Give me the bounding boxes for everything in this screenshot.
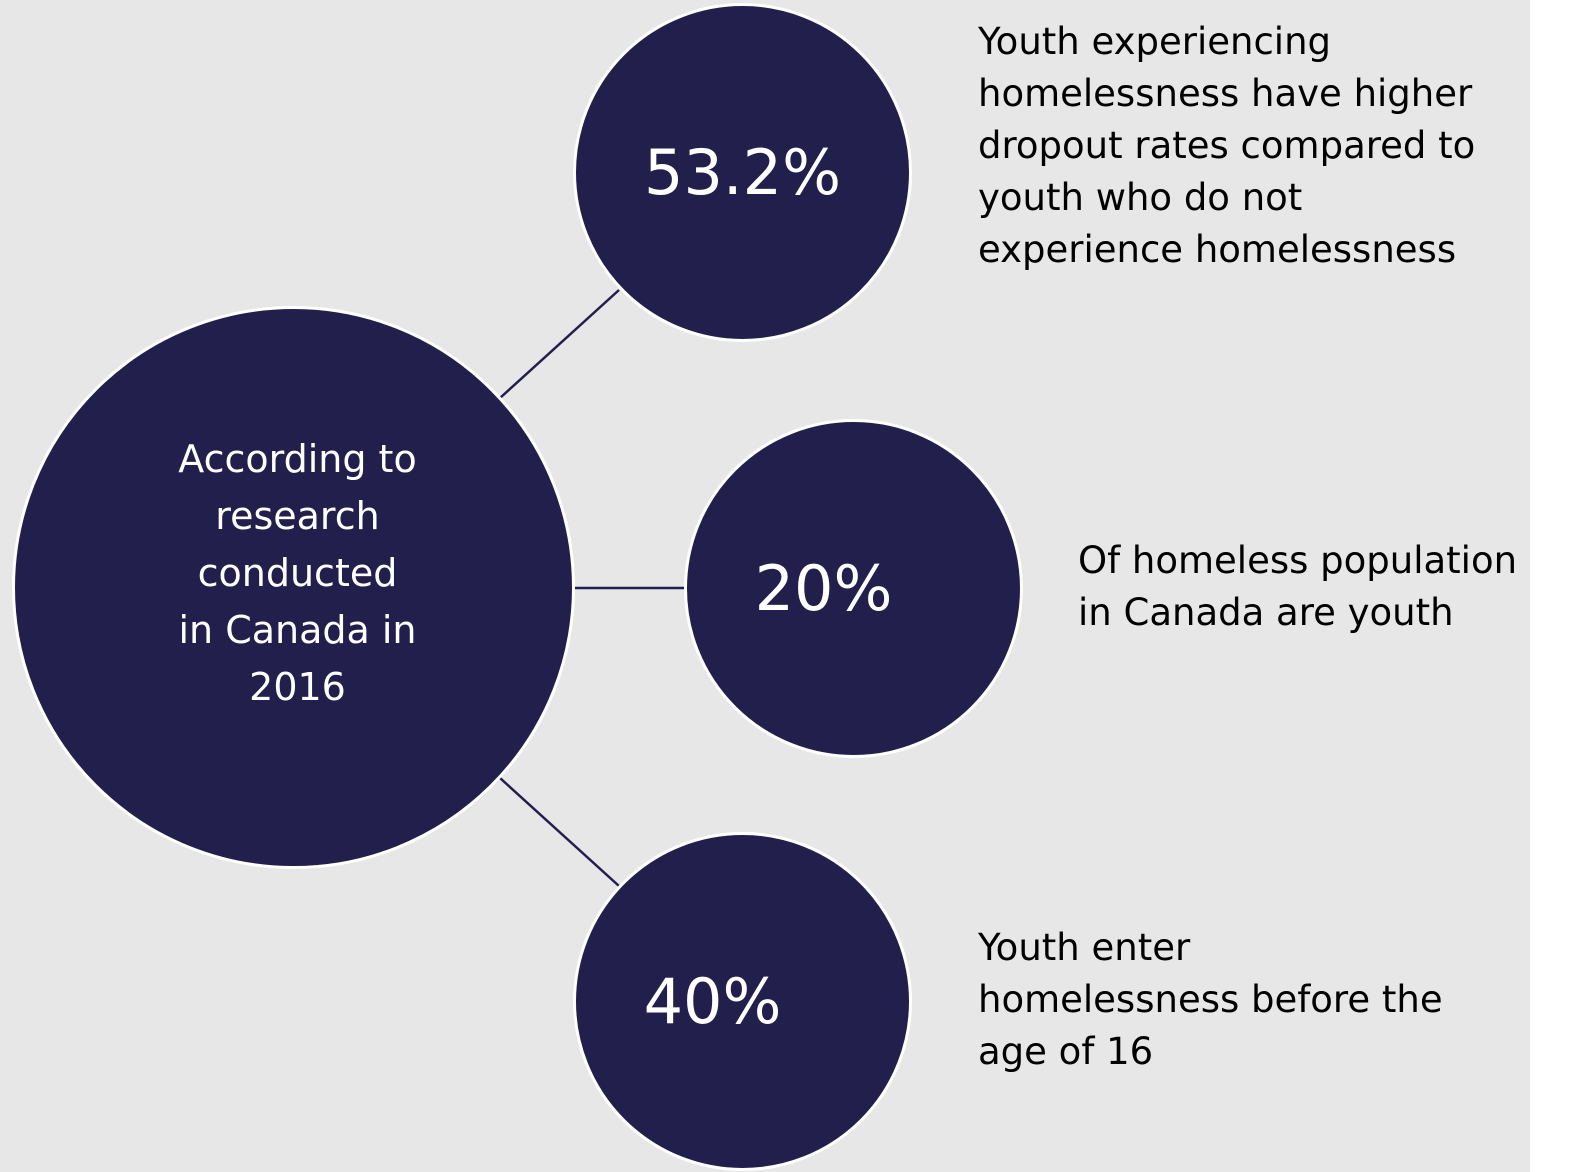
stat-description-bottom: Youth enter homelessness before the age … <box>978 926 1443 1073</box>
stat-circle-bottom: 40% <box>573 832 912 1171</box>
connector-hub-to-top <box>499 289 620 399</box>
connector-hub-to-bottom <box>499 777 620 887</box>
hub-circle: According to research conducted in Canad… <box>12 306 575 869</box>
stat-description-top: Youth experiencing homelessness have hig… <box>978 20 1476 271</box>
stat-circle-middle: 20% <box>684 419 1023 758</box>
hub-text: According to research conducted in Canad… <box>178 437 417 709</box>
stat-value-bottom: 40% <box>643 964 782 1038</box>
stat-value-top: 53.2% <box>644 135 841 209</box>
stat-value-middle: 20% <box>754 551 893 625</box>
stat-circle-top: 53.2% <box>573 3 912 342</box>
stat-description-middle: Of homeless population in Canada are you… <box>1078 539 1518 634</box>
